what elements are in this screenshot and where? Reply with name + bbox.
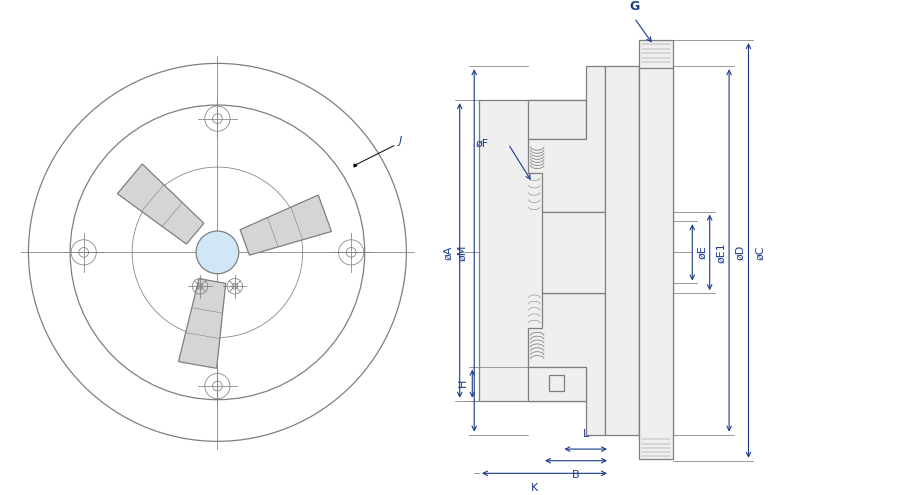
Text: øE1: øE1 — [716, 242, 726, 263]
Text: L: L — [582, 429, 589, 440]
Text: B: B — [572, 470, 580, 481]
Text: øC: øC — [755, 245, 765, 259]
FancyBboxPatch shape — [479, 100, 605, 400]
Text: øD: øD — [735, 245, 746, 260]
Circle shape — [196, 231, 238, 274]
Text: øM: øM — [457, 244, 468, 260]
Text: J: J — [399, 136, 402, 146]
FancyBboxPatch shape — [605, 66, 639, 435]
Polygon shape — [527, 66, 605, 212]
FancyBboxPatch shape — [542, 212, 610, 293]
Text: H: H — [457, 379, 468, 388]
Text: K: K — [531, 483, 538, 493]
FancyBboxPatch shape — [639, 68, 673, 459]
FancyBboxPatch shape — [639, 40, 673, 435]
Polygon shape — [527, 367, 586, 400]
Text: øE: øE — [697, 246, 707, 259]
Text: øF: øF — [475, 139, 489, 149]
Polygon shape — [240, 195, 331, 255]
Text: øA: øA — [443, 245, 453, 259]
Text: G: G — [629, 0, 639, 13]
FancyBboxPatch shape — [549, 375, 564, 391]
Polygon shape — [527, 100, 586, 139]
Polygon shape — [527, 293, 605, 435]
Polygon shape — [117, 164, 204, 244]
Polygon shape — [178, 279, 226, 368]
